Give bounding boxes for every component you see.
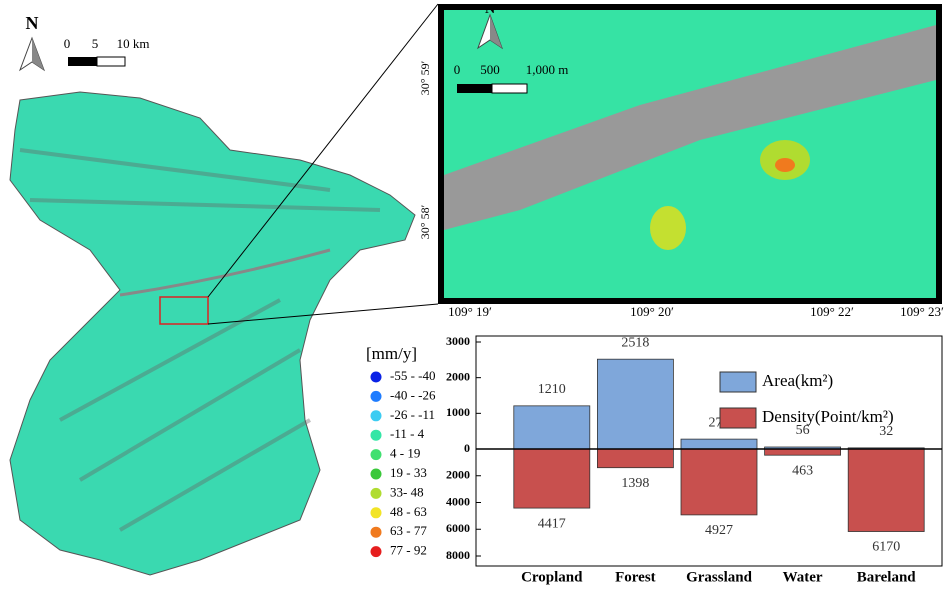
bar bbox=[513, 448, 591, 509]
legend-label: 63 - 77 bbox=[390, 523, 427, 538]
north-label: N bbox=[26, 13, 39, 33]
legend-label: -55 - -40 bbox=[390, 368, 436, 383]
legend-swatch bbox=[370, 468, 382, 480]
legend-swatch bbox=[370, 371, 382, 383]
bar bbox=[680, 438, 758, 450]
inset-box bbox=[159, 296, 209, 325]
x-tick-label: Water bbox=[783, 569, 823, 585]
bar bbox=[847, 448, 925, 532]
legend-label: 77 - 92 bbox=[390, 543, 427, 558]
lon-label: 109° 23′ bbox=[900, 304, 944, 319]
lat-label: 30° 58′ bbox=[418, 204, 432, 239]
legend-swatch bbox=[370, 449, 382, 461]
legend-label: 33- 48 bbox=[390, 484, 424, 499]
value-label: 6170 bbox=[872, 540, 900, 555]
river bbox=[119, 248, 331, 297]
hotspot bbox=[650, 206, 686, 250]
hotspot bbox=[775, 158, 795, 172]
bar bbox=[597, 448, 674, 469]
x-tick-label: Cropland bbox=[521, 569, 583, 585]
value-label: 4417 bbox=[538, 516, 566, 531]
value-label: 2518 bbox=[621, 335, 649, 350]
bar bbox=[513, 405, 591, 450]
y-tick-label: 0 bbox=[464, 441, 470, 455]
y-tick-label: 2000 bbox=[446, 468, 470, 482]
county-map bbox=[9, 91, 416, 576]
bar bbox=[597, 358, 674, 450]
legend-label: 48 - 63 bbox=[390, 504, 427, 519]
value-label: 32 bbox=[879, 424, 893, 439]
legend-swatch bbox=[370, 546, 382, 558]
value-label: 56 bbox=[796, 423, 810, 438]
north-arrow bbox=[32, 38, 44, 70]
lon-label: 109° 20′ bbox=[630, 304, 674, 319]
y-tick-label: 3000 bbox=[446, 334, 470, 348]
x-tick-label: Forest bbox=[615, 569, 656, 585]
scale-label: 1,000 m bbox=[526, 62, 569, 77]
scale-bar bbox=[491, 83, 528, 94]
legend-swatch bbox=[370, 429, 382, 441]
north-arrow bbox=[490, 15, 502, 48]
y-tick-label: 8000 bbox=[446, 548, 470, 562]
scale-bar bbox=[68, 57, 97, 66]
lat-label: 30° 59′ bbox=[418, 60, 432, 95]
legend-label: -40 - -26 bbox=[390, 387, 436, 402]
legend-swatch bbox=[719, 371, 757, 393]
legend-label: 19 - 33 bbox=[390, 465, 427, 480]
river-valley bbox=[444, 25, 936, 230]
leader-line bbox=[207, 303, 439, 325]
legend-swatch bbox=[370, 507, 382, 519]
scale-label: 10 km bbox=[117, 36, 150, 51]
legend-label: -11 - 4 bbox=[390, 426, 425, 441]
legend-label: -26 - -11 bbox=[390, 407, 435, 422]
y-tick-label: 4000 bbox=[446, 494, 470, 508]
leader-line bbox=[207, 3, 439, 298]
legend-swatch bbox=[370, 526, 382, 538]
value-label: 4927 bbox=[705, 523, 733, 538]
scale-label: 0 bbox=[454, 62, 461, 77]
bar bbox=[680, 448, 758, 516]
scale-bar bbox=[457, 84, 492, 93]
legend-label: Area(km²) bbox=[762, 371, 833, 390]
y-tick-label: 2000 bbox=[446, 369, 470, 383]
legend-label: 4 - 19 bbox=[390, 446, 420, 461]
scale-bar bbox=[96, 56, 126, 67]
value-label: 1210 bbox=[538, 382, 566, 397]
x-tick-label: Grassland bbox=[686, 569, 753, 585]
lon-label: 109° 22′ bbox=[810, 304, 854, 319]
legend-title: [mm/y] bbox=[366, 344, 417, 363]
legend-swatch bbox=[370, 410, 382, 422]
scale-label: 500 bbox=[480, 62, 500, 77]
scale-label: 5 bbox=[92, 36, 99, 51]
scale-label: 0 bbox=[64, 36, 71, 51]
x-tick-label: Bareland bbox=[857, 569, 917, 585]
legend-label: Density(Point/km²) bbox=[762, 407, 894, 426]
relief bbox=[19, 148, 381, 532]
lon-label: 109° 19′ bbox=[448, 304, 492, 319]
value-label: 463 bbox=[792, 463, 813, 478]
y-tick-label: 6000 bbox=[446, 521, 470, 535]
legend-swatch bbox=[370, 487, 382, 499]
y-tick-label: 1000 bbox=[446, 405, 470, 419]
value-label: 1398 bbox=[621, 476, 649, 491]
legend-swatch bbox=[719, 407, 757, 429]
legend-swatch bbox=[370, 390, 382, 402]
bar bbox=[764, 448, 841, 456]
north-label: N bbox=[485, 2, 495, 17]
